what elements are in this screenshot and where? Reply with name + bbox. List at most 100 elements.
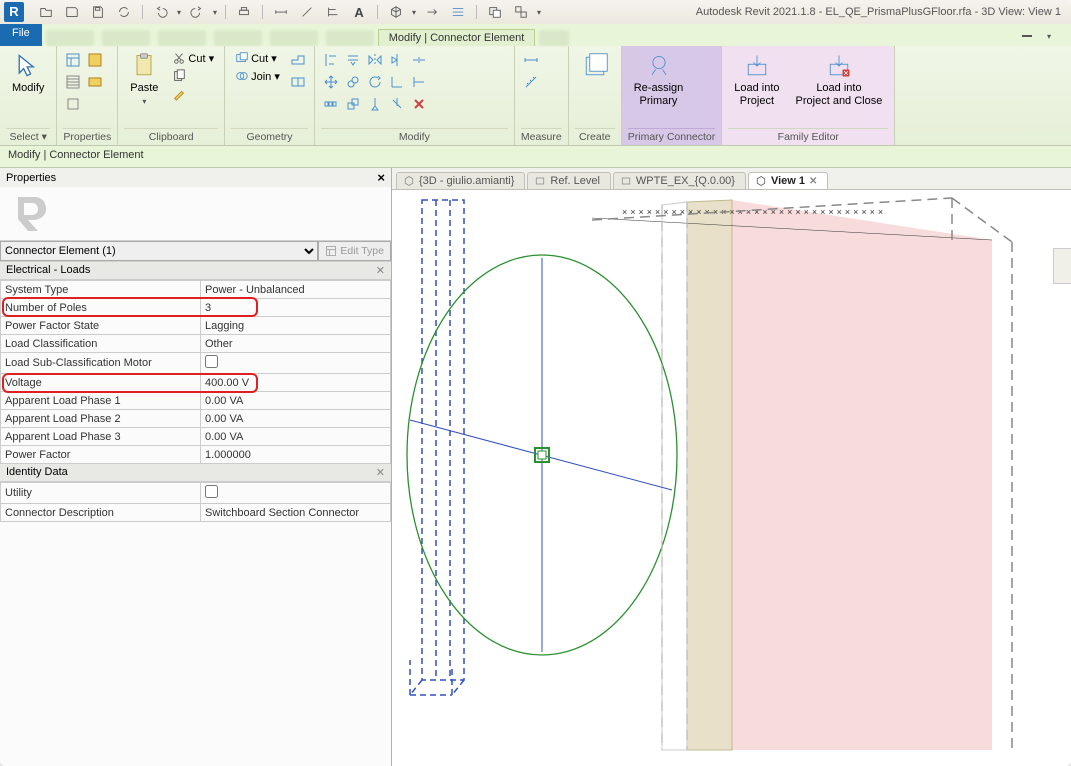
edit-type-button[interactable]: Edit Type <box>318 241 391 261</box>
mirror-axis-icon[interactable] <box>365 50 385 70</box>
cope-icon[interactable] <box>288 50 308 70</box>
table-row: Number of Poles3 <box>1 299 391 317</box>
ribbon-tabs: File Modify | Connector Element ▾ <box>0 24 1071 46</box>
sync-icon[interactable] <box>114 2 134 22</box>
cut-button[interactable]: Cut ▾ <box>168 50 218 66</box>
panel-measure: Measure <box>515 46 569 145</box>
group-electrical-loads[interactable]: Electrical - Loads✕ <box>0 262 391 280</box>
panel-label: Select ▾ <box>6 128 50 145</box>
panel-properties: Properties <box>57 46 118 145</box>
thin-lines-icon[interactable] <box>448 2 468 22</box>
panel-family-editor: Load into Project Load into Project and … <box>722 46 895 145</box>
panel-label: Geometry <box>231 128 308 145</box>
create-button[interactable] <box>575 50 615 82</box>
reassign-primary-button[interactable]: Re-assign Primary <box>628 50 690 109</box>
load-close-button[interactable]: Load into Project and Close <box>790 50 889 109</box>
3d-icon[interactable] <box>386 2 406 22</box>
type-selector[interactable]: Connector Element (1) <box>0 241 318 261</box>
section-icon[interactable] <box>422 2 442 22</box>
file-tab[interactable]: File <box>0 24 42 46</box>
modify-button[interactable]: Modify <box>6 50 50 97</box>
context-tab[interactable]: Modify | Connector Element <box>378 29 536 46</box>
move-icon[interactable] <box>321 72 341 92</box>
load-sub-checkbox[interactable] <box>205 355 218 368</box>
doc-tab[interactable]: WPTE_EX_{Q.0.00} <box>613 172 746 189</box>
load-close-label: Load into Project and Close <box>796 82 883 107</box>
panel-label: Primary Connector <box>628 128 716 145</box>
ribbon-tab-blur[interactable] <box>102 30 150 46</box>
ribbon-tab-blur[interactable] <box>46 30 94 46</box>
measure-between-icon[interactable] <box>521 72 541 92</box>
pin-icon[interactable] <box>365 94 385 114</box>
view-cube-face[interactable] <box>1053 248 1071 284</box>
ribbon-tab-blur[interactable] <box>270 30 318 46</box>
3d-view-icon <box>403 175 415 187</box>
quick-access-toolbar: ▾ ▾ A ▾ ▾ <box>36 2 541 22</box>
type-image-icon <box>8 191 54 237</box>
undo-icon[interactable] <box>151 2 171 22</box>
split-icon[interactable] <box>288 72 308 92</box>
close-inactive-icon[interactable] <box>485 2 505 22</box>
canvas-area: {3D - giulio.amianti} Ref. Level WPTE_EX… <box>392 168 1071 766</box>
extra-prop-icon[interactable] <box>63 94 83 114</box>
copy-button[interactable] <box>168 68 190 84</box>
redo-icon[interactable] <box>187 2 207 22</box>
panel-label: Properties <box>63 128 111 145</box>
revit-logo: R <box>4 2 24 22</box>
type-props-icon[interactable] <box>63 72 83 92</box>
doc-tab-active[interactable]: View 1 ✕ <box>748 172 828 189</box>
save-icon[interactable] <box>88 2 108 22</box>
join-geo-button[interactable]: Join ▾ <box>231 68 284 84</box>
extend-icon[interactable] <box>409 72 429 92</box>
properties-close-icon[interactable]: × <box>377 170 385 185</box>
properties-icon[interactable] <box>63 50 83 70</box>
mirror-draw-icon[interactable] <box>387 50 407 70</box>
utility-checkbox[interactable] <box>205 485 218 498</box>
minimize-ribbon-icon[interactable] <box>1017 26 1037 46</box>
panel-label: Family Editor <box>728 128 888 145</box>
open-dd-icon[interactable] <box>62 2 82 22</box>
print-icon[interactable] <box>234 2 254 22</box>
unpin-icon[interactable] <box>387 94 407 114</box>
offset-icon[interactable] <box>343 50 363 70</box>
panel-label: Measure <box>521 128 562 145</box>
group-identity-data[interactable]: Identity Data✕ <box>0 464 391 482</box>
aligned-dim-icon[interactable] <box>521 50 541 70</box>
split-el-icon[interactable] <box>409 50 429 70</box>
doc-tab[interactable]: {3D - giulio.amianti} <box>396 172 525 189</box>
switch-win-icon[interactable] <box>511 2 531 22</box>
table-row: Connector DescriptionSwitchboard Section… <box>1 504 391 522</box>
copy-icon[interactable] <box>343 72 363 92</box>
scale-icon[interactable] <box>343 94 363 114</box>
load-into-project-button[interactable]: Load into Project <box>728 50 785 109</box>
paste-button[interactable]: Paste ▾ <box>124 50 164 108</box>
open-icon[interactable] <box>36 2 56 22</box>
delete-icon[interactable] <box>409 94 429 114</box>
panel-clipboard: Paste ▾ Cut ▾ Clipboard <box>118 46 225 145</box>
panel-select: Modify Select ▾ <box>0 46 57 145</box>
table-row: System TypePower - Unbalanced <box>1 281 391 299</box>
ribbon-tab-blur[interactable] <box>158 30 206 46</box>
cut-geo-button[interactable]: Cut ▾ <box>231 50 281 66</box>
document-tabs: {3D - giulio.amianti} Ref. Level WPTE_EX… <box>392 168 1071 190</box>
3d-canvas[interactable]: ×××××××××××××××××××××××××××××××× <box>392 190 1071 766</box>
panel-geometry: Cut ▾ Join ▾ Geometry <box>225 46 315 145</box>
table-row: Apparent Load Phase 30.00 VA <box>1 428 391 446</box>
align-icon[interactable] <box>323 2 343 22</box>
measure-icon[interactable] <box>297 2 317 22</box>
ribbon-tab-blur[interactable] <box>539 30 569 46</box>
rotate-icon[interactable] <box>365 72 385 92</box>
match-type-button[interactable] <box>168 86 190 102</box>
project-units-icon[interactable] <box>85 72 105 92</box>
family-types-icon[interactable] <box>85 50 105 70</box>
dim-icon[interactable] <box>271 2 291 22</box>
array-icon[interactable] <box>321 94 341 114</box>
align-icon[interactable] <box>321 50 341 70</box>
text-icon[interactable]: A <box>349 2 369 22</box>
trim-icon[interactable] <box>387 72 407 92</box>
properties-table: Utility Connector DescriptionSwitchboard… <box>0 482 391 522</box>
ribbon-tab-blur[interactable] <box>326 30 374 46</box>
ribbon-tab-blur[interactable] <box>214 30 262 46</box>
close-tab-icon[interactable]: ✕ <box>809 176 817 187</box>
doc-tab[interactable]: Ref. Level <box>527 172 611 189</box>
